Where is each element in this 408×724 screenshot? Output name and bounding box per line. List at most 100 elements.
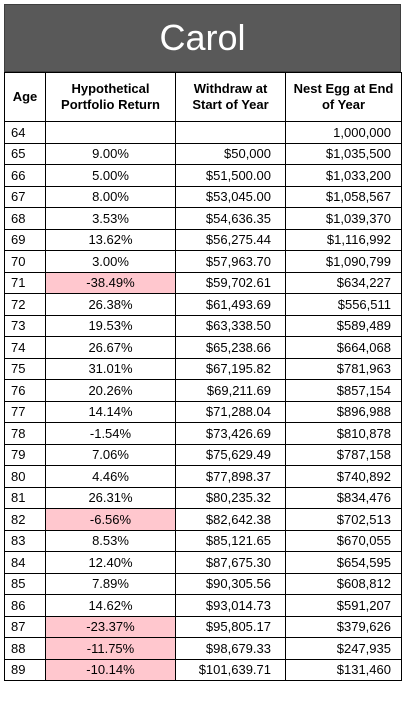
withdraw-cell: $98,679.33 <box>175 637 286 660</box>
age-cell: 78 <box>4 422 46 445</box>
return-cell: 14.14% <box>45 400 176 423</box>
withdraw-cell: $87,675.30 <box>175 551 286 574</box>
table-row: 78 -1.54% $73,426.69 $810,878 <box>4 422 402 445</box>
withdraw-cell: $51,500.00 <box>175 164 286 187</box>
nest-egg-cell: $664,068 <box>285 336 402 359</box>
return-cell: -1.54% <box>45 422 176 445</box>
age-cell: 86 <box>4 594 46 617</box>
table-row: 73 19.53% $63,338.50 $589,489 <box>4 314 402 337</box>
return-cell: 7.06% <box>45 443 176 466</box>
withdraw-cell: $80,235.32 <box>175 486 286 509</box>
return-cell: 20.26% <box>45 379 176 402</box>
withdraw-cell: $69,211.69 <box>175 379 286 402</box>
table-row: 83 8.53% $85,121.65 $670,055 <box>4 529 402 552</box>
return-cell: 14.62% <box>45 594 176 617</box>
nest-egg-cell: $787,158 <box>285 443 402 466</box>
withdraw-cell: $61,493.69 <box>175 293 286 316</box>
return-cell: -11.75% <box>45 637 176 660</box>
nest-egg-cell: $1,039,370 <box>285 207 402 230</box>
withdraw-cell: $95,805.17 <box>175 615 286 638</box>
table-row: 64 1,000,000 <box>4 121 402 144</box>
nest-egg-cell: $702,513 <box>285 508 402 531</box>
table-row: 71 -38.49% $59,702.61 $634,227 <box>4 271 402 294</box>
age-cell: 83 <box>4 529 46 552</box>
header-nest-egg: Nest Egg at End of Year <box>285 72 402 122</box>
withdraw-cell <box>175 121 286 144</box>
age-cell: 89 <box>4 658 46 681</box>
withdraw-cell: $75,629.49 <box>175 443 286 466</box>
header-age: Age <box>4 72 46 122</box>
table-row: 76 20.26% $69,211.69 $857,154 <box>4 379 402 402</box>
nest-egg-cell: $740,892 <box>285 465 402 488</box>
nest-egg-cell: $556,511 <box>285 293 402 316</box>
withdraw-cell: $63,338.50 <box>175 314 286 337</box>
table-title: Carol <box>4 4 401 72</box>
age-cell: 82 <box>4 508 46 531</box>
withdraw-cell: $67,195.82 <box>175 357 286 380</box>
age-cell: 76 <box>4 379 46 402</box>
table-row: 69 13.62% $56,275.44 $1,116,992 <box>4 228 402 251</box>
nest-egg-cell: $654,595 <box>285 551 402 574</box>
withdraw-cell: $50,000 <box>175 142 286 165</box>
table-row: 81 26.31% $80,235.32 $834,476 <box>4 486 402 509</box>
table-row: 82 -6.56% $82,642.38 $702,513 <box>4 508 402 531</box>
nest-egg-cell: $1,116,992 <box>285 228 402 251</box>
age-cell: 85 <box>4 572 46 595</box>
return-cell: -6.56% <box>45 508 176 531</box>
withdraw-cell: $59,702.61 <box>175 271 286 294</box>
table-row: 85 7.89% $90,305.56 $608,812 <box>4 572 402 595</box>
header-return: Hypothetical Portfolio Return <box>45 72 176 122</box>
withdraw-cell: $85,121.65 <box>175 529 286 552</box>
age-cell: 75 <box>4 357 46 380</box>
table-row: 67 8.00% $53,045.00 $1,058,567 <box>4 185 402 208</box>
age-cell: 88 <box>4 637 46 660</box>
nest-egg-cell: $247,935 <box>285 637 402 660</box>
withdraw-cell: $53,045.00 <box>175 185 286 208</box>
nest-egg-cell: $834,476 <box>285 486 402 509</box>
return-cell: 9.00% <box>45 142 176 165</box>
retirement-table: Age Hypothetical Portfolio Return Withdr… <box>4 72 402 681</box>
withdraw-cell: $77,898.37 <box>175 465 286 488</box>
age-cell: 71 <box>4 271 46 294</box>
return-cell: 26.38% <box>45 293 176 316</box>
nest-egg-cell: 1,000,000 <box>285 121 402 144</box>
withdraw-cell: $57,963.70 <box>175 250 286 273</box>
table-row: 65 9.00% $50,000 $1,035,500 <box>4 142 402 165</box>
age-cell: 84 <box>4 551 46 574</box>
nest-egg-cell: $379,626 <box>285 615 402 638</box>
nest-egg-cell: $1,035,500 <box>285 142 402 165</box>
table-row: 84 12.40% $87,675.30 $654,595 <box>4 551 402 574</box>
withdraw-cell: $73,426.69 <box>175 422 286 445</box>
return-cell: -38.49% <box>45 271 176 294</box>
nest-egg-cell: $608,812 <box>285 572 402 595</box>
nest-egg-cell: $589,489 <box>285 314 402 337</box>
table-body: 64 1,000,000 65 9.00% $50,000 $1,035,500 66 5.0… <box>4 121 402 681</box>
withdraw-cell: $54,636.35 <box>175 207 286 230</box>
nest-egg-cell: $781,963 <box>285 357 402 380</box>
withdraw-cell: $56,275.44 <box>175 228 286 251</box>
header-withdraw: Withdraw at Start of Year <box>175 72 286 122</box>
nest-egg-cell: $1,033,200 <box>285 164 402 187</box>
return-cell: 26.67% <box>45 336 176 359</box>
return-cell: 13.62% <box>45 228 176 251</box>
withdraw-cell: $93,014.73 <box>175 594 286 617</box>
return-cell: 12.40% <box>45 551 176 574</box>
age-cell: 80 <box>4 465 46 488</box>
return-cell: 4.46% <box>45 465 176 488</box>
nest-egg-cell: $131,460 <box>285 658 402 681</box>
table-row: 77 14.14% $71,288.04 $896,988 <box>4 400 402 423</box>
age-cell: 67 <box>4 185 46 208</box>
table-row: 66 5.00% $51,500.00 $1,033,200 <box>4 164 402 187</box>
nest-egg-cell: $1,090,799 <box>285 250 402 273</box>
header-row: Age Hypothetical Portfolio Return Withdr… <box>4 72 402 122</box>
table-row: 75 31.01% $67,195.82 $781,963 <box>4 357 402 380</box>
return-cell: 7.89% <box>45 572 176 595</box>
age-cell: 77 <box>4 400 46 423</box>
withdraw-cell: $65,238.66 <box>175 336 286 359</box>
age-cell: 65 <box>4 142 46 165</box>
return-cell: 3.00% <box>45 250 176 273</box>
return-cell: -23.37% <box>45 615 176 638</box>
table-row: 72 26.38% $61,493.69 $556,511 <box>4 293 402 316</box>
table-row: 68 3.53% $54,636.35 $1,039,370 <box>4 207 402 230</box>
age-cell: 69 <box>4 228 46 251</box>
